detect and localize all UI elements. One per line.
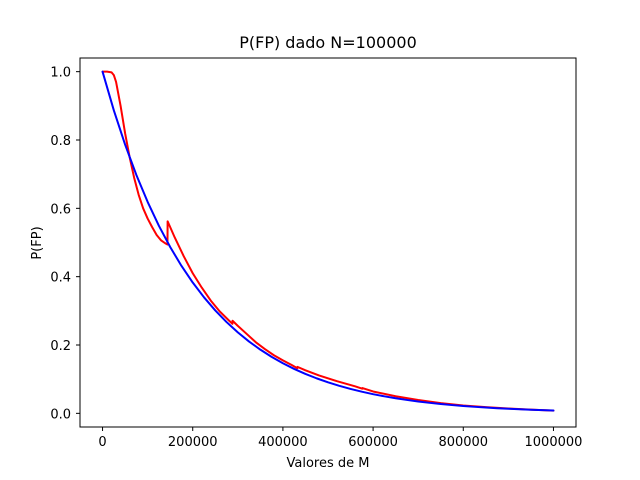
y-tick-label: 0.6 bbox=[50, 202, 71, 217]
series-layer bbox=[101, 70, 555, 412]
y-tick-label: 0.0 bbox=[50, 407, 71, 422]
x-tick-label: 400000 bbox=[258, 435, 308, 450]
plot-frame bbox=[79, 57, 577, 428]
y-axis: 0.0 0.2 0.4 0.6 0.8 1.0 bbox=[50, 66, 80, 422]
y-tick-label: 0.8 bbox=[50, 134, 71, 149]
series-line-2 bbox=[101, 70, 555, 412]
x-tick-label: 600000 bbox=[348, 435, 398, 450]
series-line-1 bbox=[101, 70, 555, 412]
x-tick-label: 800000 bbox=[438, 435, 488, 450]
y-tick-label: 1.0 bbox=[50, 66, 71, 81]
y-axis-label: P(FP) bbox=[30, 226, 45, 259]
x-tick-label: 0 bbox=[98, 435, 106, 450]
x-tick-label: 200000 bbox=[168, 435, 218, 450]
x-axis-label: Valores de M bbox=[287, 456, 370, 471]
y-tick-label: 0.4 bbox=[50, 271, 71, 286]
chart-title: P(FP) dado N=100000 bbox=[239, 33, 417, 52]
y-tick-label: 0.2 bbox=[50, 339, 71, 354]
x-tick-label: 1000000 bbox=[525, 435, 583, 450]
x-axis: 0 200000 400000 600000 800000 1000000 bbox=[98, 427, 582, 450]
